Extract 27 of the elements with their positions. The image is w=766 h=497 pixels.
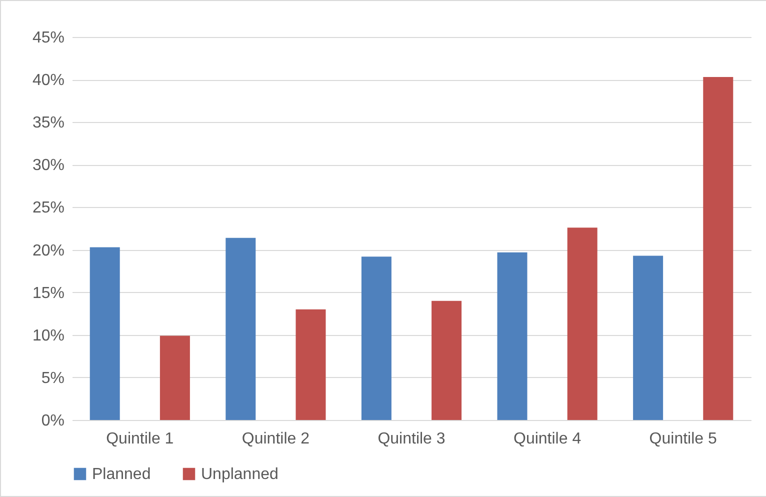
y-tick-label: 30%: [32, 157, 64, 174]
y-tick-label: 5%: [41, 370, 64, 387]
x-tick-label: Quintile 3: [378, 430, 446, 448]
bar: [633, 256, 664, 420]
bar: [567, 228, 598, 420]
bar: [497, 252, 528, 420]
legend-label: Planned: [92, 466, 151, 483]
bar: [361, 256, 392, 420]
bar: [160, 336, 190, 420]
bar: [226, 238, 256, 420]
y-tick-label: 35%: [32, 114, 64, 132]
y-tick-label: 10%: [32, 327, 64, 344]
x-tick-label: Quintile 2: [242, 430, 310, 448]
x-tick-label: Quintile 4: [514, 430, 582, 448]
y-tick-label: 25%: [32, 200, 64, 217]
y-tick-label: 45%: [32, 30, 64, 46]
y-tick-label: 15%: [32, 284, 64, 302]
bar: [90, 247, 120, 420]
y-tick-label: 40%: [32, 72, 64, 90]
x-tick-label: Quintile 1: [106, 430, 174, 448]
bar: [703, 77, 734, 420]
bar: [296, 309, 326, 420]
x-tick-label: Quintile 5: [649, 430, 717, 448]
y-tick-label: 20%: [32, 242, 64, 260]
y-tick-label: 0%: [41, 412, 64, 430]
legend-label: Unplanned: [201, 466, 278, 483]
bar: [432, 300, 462, 420]
